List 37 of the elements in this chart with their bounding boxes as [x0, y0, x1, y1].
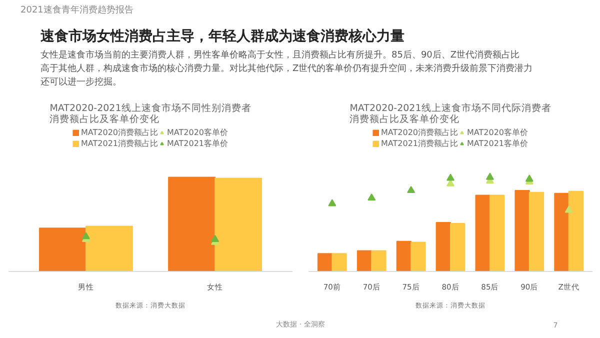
point: [446, 174, 454, 181]
point: [407, 186, 416, 194]
legend-label: MAT2020客单价: [167, 127, 228, 138]
bar: [489, 194, 505, 272]
legend-label: MAT2021客单价: [467, 138, 528, 149]
bar: [568, 190, 584, 272]
bar: [168, 176, 216, 272]
point: [328, 199, 336, 206]
bar: [450, 222, 466, 272]
legend-label: MAT2020消费额占比: [81, 127, 158, 138]
chart-title: MAT2020-2021线上速食市场不同代际消费者消费额占比及客单价变化: [350, 102, 552, 125]
bar: [528, 192, 544, 272]
bar: [396, 240, 412, 272]
bar: [514, 190, 530, 272]
text: 速食市场女性消费占主导，年轻人群成为速食消费核心力量: [40, 28, 404, 44]
bar: [214, 178, 262, 272]
bar: [475, 194, 490, 272]
point: [368, 193, 376, 201]
bar: [317, 253, 333, 272]
legend-label: MAT2020消费额占比: [381, 127, 458, 138]
bar: [410, 242, 426, 272]
bar: [371, 250, 386, 272]
bar: [38, 228, 86, 272]
bar: [554, 192, 570, 272]
point: [486, 172, 494, 180]
legend-label: MAT2021消费额占比: [81, 138, 158, 149]
bar: [85, 226, 133, 272]
text: 2021速食青年消费趋势报告: [20, 4, 134, 16]
point: [525, 174, 534, 182]
legend-label: MAT2021客单价: [167, 138, 228, 149]
bar: [332, 253, 347, 272]
text: 女性是速食市场当前的主要消费人群，男性客单价略高于女性，且消费额占比有所提升。85后、90后、Z世代消费额占比高于其他人群，构成速食市场的核心消费力量。对比其他代际，Z世代的客单价仍有提升空间，未来消费升级前景下消费潜力还可以进一步挖掘。: [40, 50, 533, 88]
chart-title: MAT2020-2021线上速食市场不同性别消费者消费额占比及客单价变化: [50, 102, 252, 125]
point: [564, 206, 573, 213]
legend-label: MAT2021消费额占比: [381, 138, 458, 149]
legend-label: MAT2020客单价: [467, 127, 528, 138]
bar: [436, 222, 451, 272]
